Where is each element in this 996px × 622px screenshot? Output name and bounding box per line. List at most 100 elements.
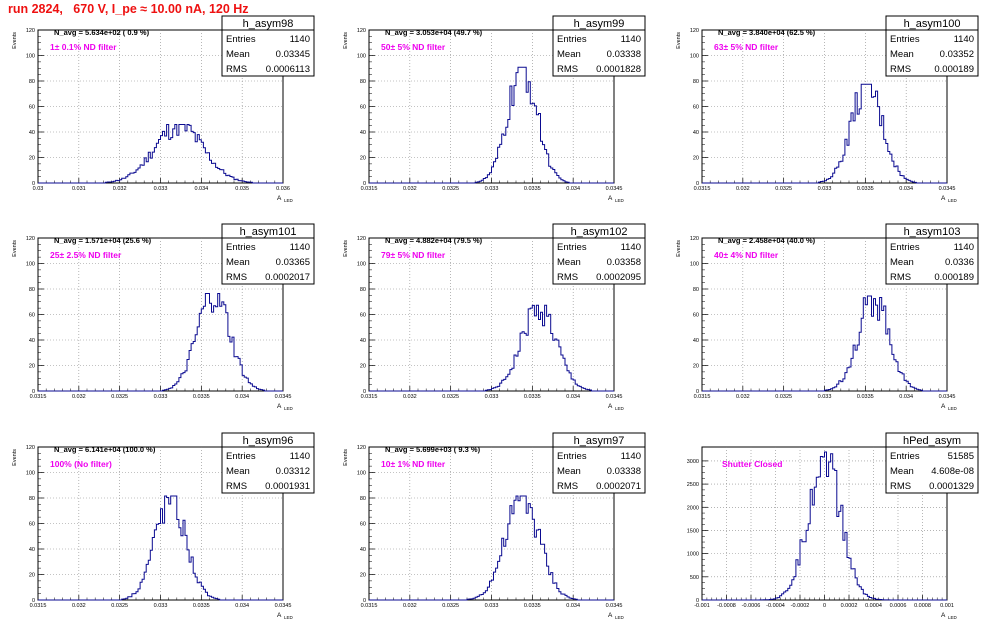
histogram-series-line	[369, 495, 614, 601]
y-tick-label: 2000	[687, 505, 699, 511]
y-axis-label: Events	[12, 32, 18, 49]
stats-value: 0.03312	[276, 466, 310, 477]
x-axis-label-subscript: LED	[284, 198, 294, 203]
y-tick-label: 0	[696, 181, 699, 187]
stats-value: 0.0001828	[596, 64, 641, 75]
y-axis-label: Events	[676, 240, 682, 257]
x-axis-label: A	[277, 612, 282, 619]
y-tick-label: 120	[26, 28, 35, 34]
stats-label: Mean	[890, 257, 914, 268]
stats-box	[552, 15, 646, 77]
n-avg-annotation: N_avg = 2.458e+04 (40.0 %)	[718, 236, 816, 245]
stats-box	[552, 432, 646, 494]
y-tick-label: 500	[690, 575, 699, 581]
x-tick-label: -0.0006	[742, 603, 761, 609]
histogram-panel: 0.0315 0.032 0.0325 0.033 0.0335 0.034 0.0345 0…	[12, 223, 315, 411]
histogram-name: h_asym103	[904, 226, 961, 238]
histogram-name: h_asym97	[574, 435, 625, 447]
stats-label: RMS	[557, 64, 578, 75]
x-tick-label: 0.036	[276, 186, 290, 192]
stats-value: 0.000189	[934, 64, 974, 75]
stats-value: 1140	[621, 451, 641, 462]
stats-box	[221, 223, 315, 285]
stats-value: 0.0336	[945, 257, 974, 268]
y-tick-label: 80	[29, 496, 35, 502]
x-tick-label: 0.032	[403, 394, 417, 400]
x-tick-label: 0.0345	[606, 394, 623, 400]
stats-box	[221, 15, 315, 77]
stats-label: Mean	[557, 257, 581, 268]
x-tick-label: 0.0335	[524, 186, 541, 192]
run-title: run 2824, 670 V, I_pe ≈ 10.00 nA, 120 Hz	[8, 2, 249, 16]
y-tick-label: 0	[363, 181, 366, 187]
stats-value: 0.0002095	[596, 272, 641, 283]
y-tick-label: 80	[693, 287, 699, 293]
filter-label: 40± 4% ND filter	[714, 250, 779, 260]
histogram-series-line	[702, 83, 947, 184]
histogram-panel: 0.0315 0.032 0.0325 0.033 0.0335 0.034 0.0345 0…	[343, 15, 646, 203]
stats-label: RMS	[890, 64, 911, 75]
x-tick-label: 0.032	[736, 186, 750, 192]
histogram-series-line	[702, 295, 947, 392]
stats-label: Entries	[226, 34, 256, 45]
y-tick-label: 60	[29, 105, 35, 111]
y-tick-label: 100	[357, 54, 366, 60]
stats-value: 1140	[621, 34, 641, 45]
n-avg-annotation: N_avg = 1.571e+04 (25.6 %)	[54, 236, 152, 245]
stats-value: 0.0001329	[929, 481, 974, 492]
filter-label: 10± 1% ND filter	[381, 459, 446, 469]
x-tick-label: 0.033	[818, 394, 832, 400]
x-tick-label: 0.031	[72, 186, 86, 192]
stats-value: 0.03365	[276, 257, 310, 268]
x-axis-label-subscript: LED	[948, 198, 958, 203]
y-tick-label: 80	[360, 79, 366, 85]
x-axis-label-subscript: LED	[284, 406, 294, 411]
y-tick-label: 100	[357, 471, 366, 477]
x-tick-label: 0.03	[33, 186, 44, 192]
y-tick-label: 0	[363, 389, 366, 395]
x-tick-label: 0.0315	[30, 394, 47, 400]
stats-value: 1140	[954, 34, 974, 45]
y-axis-label: Events	[676, 32, 682, 49]
x-tick-label: 0.0335	[857, 394, 874, 400]
x-tick-label: 0.001	[940, 603, 954, 609]
x-tick-label: 0.033	[485, 394, 499, 400]
x-tick-label: 0.034	[899, 186, 913, 192]
y-tick-label: 20	[29, 364, 35, 370]
histogram-panel: 0.0315 0.032 0.0325 0.033 0.0335 0.034 0.0345 0…	[343, 432, 646, 620]
x-axis-label-subscript: LED	[284, 615, 294, 620]
histogram-panel: 0.03 0.031 0.032 0.033 0.034 0.035 0.036 0 20 40 6…	[12, 15, 315, 203]
y-tick-label: 40	[693, 338, 699, 344]
x-tick-label: 0.035	[235, 186, 249, 192]
x-tick-label: 0.0006	[890, 603, 907, 609]
x-axis-label-subscript: LED	[948, 615, 958, 620]
x-tick-label: 0.033	[818, 186, 832, 192]
stats-label: RMS	[890, 272, 911, 283]
x-tick-label: 0.0004	[865, 603, 882, 609]
x-tick-label: 0	[823, 603, 826, 609]
y-tick-label: 2500	[687, 482, 699, 488]
stats-value: 1140	[290, 242, 310, 253]
x-tick-label: 0.0008	[914, 603, 931, 609]
x-tick-label: 0.0335	[857, 186, 874, 192]
y-tick-label: 100	[357, 262, 366, 268]
x-tick-label: 0.0325	[775, 394, 792, 400]
filter-label: 25± 2.5% ND filter	[50, 250, 122, 260]
x-tick-label: 0.033	[154, 394, 168, 400]
x-axis-label-subscript: LED	[615, 198, 625, 203]
y-tick-label: 20	[693, 156, 699, 162]
n-avg-annotation: N_avg = 3.053e+04 (49.7 %)	[385, 28, 483, 37]
x-axis-label: A	[608, 403, 613, 410]
y-tick-label: 0	[32, 598, 35, 604]
y-tick-label: 120	[357, 445, 366, 451]
x-axis-label-subscript: LED	[615, 615, 625, 620]
x-tick-label: -0.0004	[766, 603, 785, 609]
filter-label: 1± 0.1% ND filter	[50, 42, 117, 52]
stats-value: 1140	[954, 242, 974, 253]
n-avg-annotation: N_avg = 4.882e+04 (79.5 %)	[385, 236, 483, 245]
stats-label: Entries	[890, 451, 920, 462]
y-tick-label: 60	[29, 522, 35, 528]
n-avg-annotation: N_avg = 6.141e+04 (100.0 %)	[54, 445, 156, 454]
y-axis-label: Events	[12, 449, 18, 466]
y-axis-label: Events	[12, 240, 18, 257]
